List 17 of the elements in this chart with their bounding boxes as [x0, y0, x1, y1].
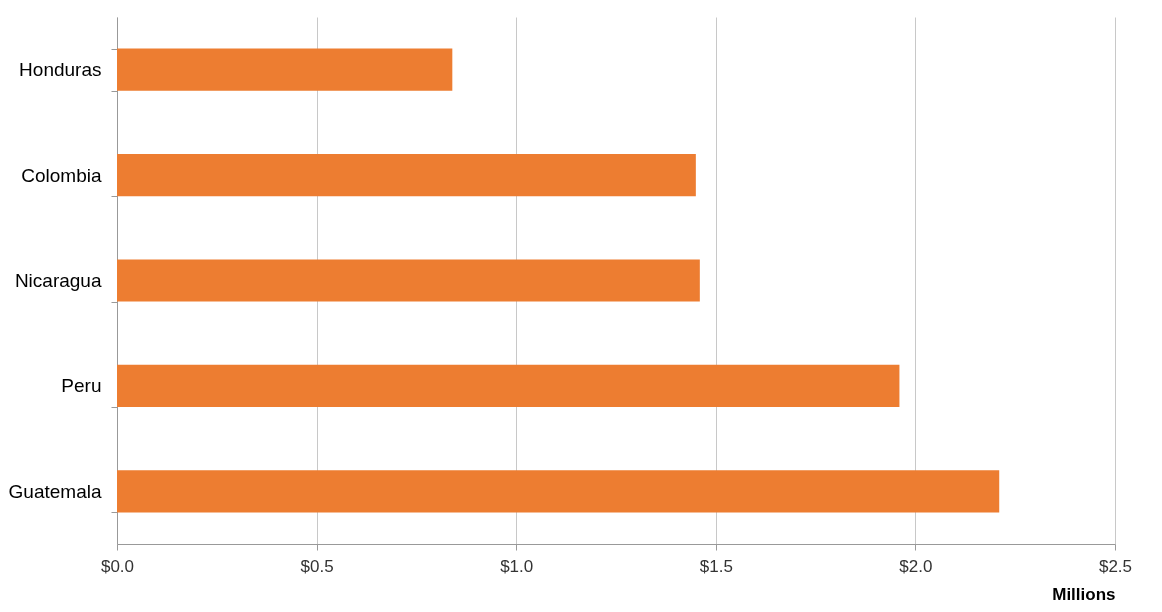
x-tick-label: $2.5 — [1098, 556, 1133, 576]
y-tick-label: Honduras — [19, 59, 102, 81]
bar — [117, 470, 1000, 513]
x-tick-label: $1.0 — [500, 556, 534, 576]
x-tick-label: $0.5 — [300, 556, 334, 576]
bar — [117, 48, 453, 91]
x-tick-label: $1.5 — [699, 556, 733, 576]
x-tick-label: $0.0 — [100, 556, 135, 576]
x-tick-label: $2.0 — [899, 556, 933, 576]
y-tick-label: Nicaragua — [14, 270, 102, 291]
x-axis-title: Millions — [1052, 584, 1116, 604]
y-tick-label: Colombia — [21, 164, 102, 186]
bar — [117, 154, 696, 197]
bar — [117, 364, 900, 407]
bar — [117, 259, 700, 302]
y-tick-label: Peru — [61, 375, 102, 397]
y-tick-label: Guatemala — [8, 480, 102, 502]
